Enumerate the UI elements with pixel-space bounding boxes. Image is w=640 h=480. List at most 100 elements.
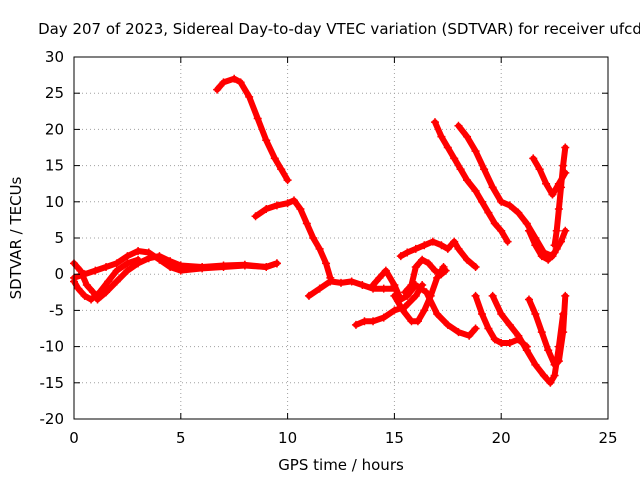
data-point bbox=[554, 205, 563, 214]
data-point bbox=[219, 78, 228, 87]
data-point bbox=[407, 281, 416, 290]
data-point bbox=[561, 143, 570, 152]
x-tick-label: 10 bbox=[278, 429, 297, 447]
data-point bbox=[441, 266, 450, 275]
data-point bbox=[488, 183, 497, 192]
data-point bbox=[369, 281, 378, 290]
x-tick-label: 5 bbox=[176, 429, 186, 447]
data-point bbox=[471, 262, 480, 271]
data-point bbox=[262, 136, 271, 145]
data-point bbox=[471, 291, 480, 300]
y-tick-label: -5 bbox=[49, 301, 64, 319]
data-point bbox=[74, 284, 83, 293]
data-point bbox=[477, 310, 486, 319]
data-point bbox=[561, 226, 570, 235]
data-point bbox=[437, 270, 446, 279]
data-point bbox=[426, 291, 435, 300]
data-point bbox=[424, 259, 433, 268]
data-point bbox=[490, 335, 499, 344]
data-point bbox=[236, 78, 245, 87]
data-point bbox=[253, 114, 262, 123]
data-point bbox=[514, 208, 523, 217]
data-point bbox=[450, 154, 459, 163]
x-tick-label: 0 bbox=[69, 429, 79, 447]
data-point bbox=[450, 237, 459, 246]
data-point bbox=[230, 74, 239, 83]
data-point bbox=[155, 255, 164, 264]
data-point bbox=[398, 306, 407, 315]
data-point bbox=[497, 310, 506, 319]
data-point bbox=[379, 313, 388, 322]
y-tick-label: -20 bbox=[40, 410, 65, 428]
y-tick-label: 25 bbox=[45, 84, 64, 102]
data-point bbox=[539, 371, 548, 380]
chart-title: Day 207 of 2023, Sidereal Day-to-day VTE… bbox=[38, 20, 640, 38]
data-point bbox=[418, 255, 427, 264]
data-point bbox=[430, 266, 439, 275]
data-point bbox=[112, 277, 121, 286]
data-point bbox=[535, 165, 544, 174]
data-point bbox=[112, 266, 121, 275]
y-tick-label: 0 bbox=[54, 265, 64, 283]
data-point bbox=[315, 284, 324, 293]
series-sat-d bbox=[214, 75, 291, 184]
data-point bbox=[531, 360, 540, 369]
data-point bbox=[176, 266, 185, 275]
axis-ticks: 0 5 10 15 20 25 -20 -15 -10 -5 0 5 10 15 20 25 30 bbox=[40, 48, 618, 447]
series-sat-j bbox=[391, 264, 447, 325]
data-point bbox=[550, 248, 559, 257]
data-point bbox=[379, 284, 388, 293]
data-point bbox=[262, 262, 271, 271]
data-point bbox=[91, 266, 100, 275]
data-point bbox=[413, 317, 422, 326]
y-tick-label: 15 bbox=[45, 157, 64, 175]
data-point bbox=[309, 234, 318, 242]
data-point bbox=[471, 186, 480, 195]
series-sat-b bbox=[71, 248, 280, 281]
y-tick-label: 5 bbox=[54, 229, 64, 247]
data-point bbox=[550, 371, 559, 380]
data-point bbox=[134, 247, 143, 256]
data-point bbox=[296, 205, 305, 214]
data-point bbox=[505, 338, 514, 347]
data-point bbox=[326, 277, 335, 286]
data-point bbox=[554, 357, 563, 366]
data-point bbox=[420, 241, 429, 250]
data-point bbox=[411, 291, 420, 300]
data-point bbox=[561, 291, 570, 300]
series-sat-s bbox=[526, 292, 569, 368]
data-point bbox=[463, 132, 472, 141]
data-point bbox=[95, 288, 104, 297]
y-axis-label: SDTVAR / TECUs bbox=[7, 176, 25, 299]
data-point bbox=[283, 176, 292, 185]
data-point bbox=[262, 205, 271, 214]
x-tick-label: 25 bbox=[598, 429, 617, 447]
data-point bbox=[557, 237, 566, 246]
data-point bbox=[104, 277, 113, 286]
data-point bbox=[544, 346, 553, 355]
data-point bbox=[272, 201, 281, 210]
data-point bbox=[381, 266, 390, 275]
data-point bbox=[219, 262, 228, 271]
data-point bbox=[443, 320, 452, 329]
data-point bbox=[134, 255, 143, 264]
data-point bbox=[454, 121, 463, 130]
data-point bbox=[322, 259, 331, 268]
data-point bbox=[428, 237, 437, 246]
data-point bbox=[411, 244, 420, 253]
data-point bbox=[531, 310, 540, 319]
data-point bbox=[87, 295, 96, 304]
data-point bbox=[537, 252, 546, 261]
data-point bbox=[537, 328, 546, 337]
data-point bbox=[315, 244, 324, 253]
data-point bbox=[396, 252, 405, 261]
data-point bbox=[277, 165, 286, 174]
data-point bbox=[290, 196, 299, 205]
data-point bbox=[80, 291, 89, 300]
data-point bbox=[463, 176, 472, 185]
data-point bbox=[484, 324, 493, 333]
data-point bbox=[82, 281, 91, 290]
data-point bbox=[240, 261, 249, 270]
data-point bbox=[251, 212, 260, 221]
x-tick-label: 15 bbox=[385, 429, 404, 447]
